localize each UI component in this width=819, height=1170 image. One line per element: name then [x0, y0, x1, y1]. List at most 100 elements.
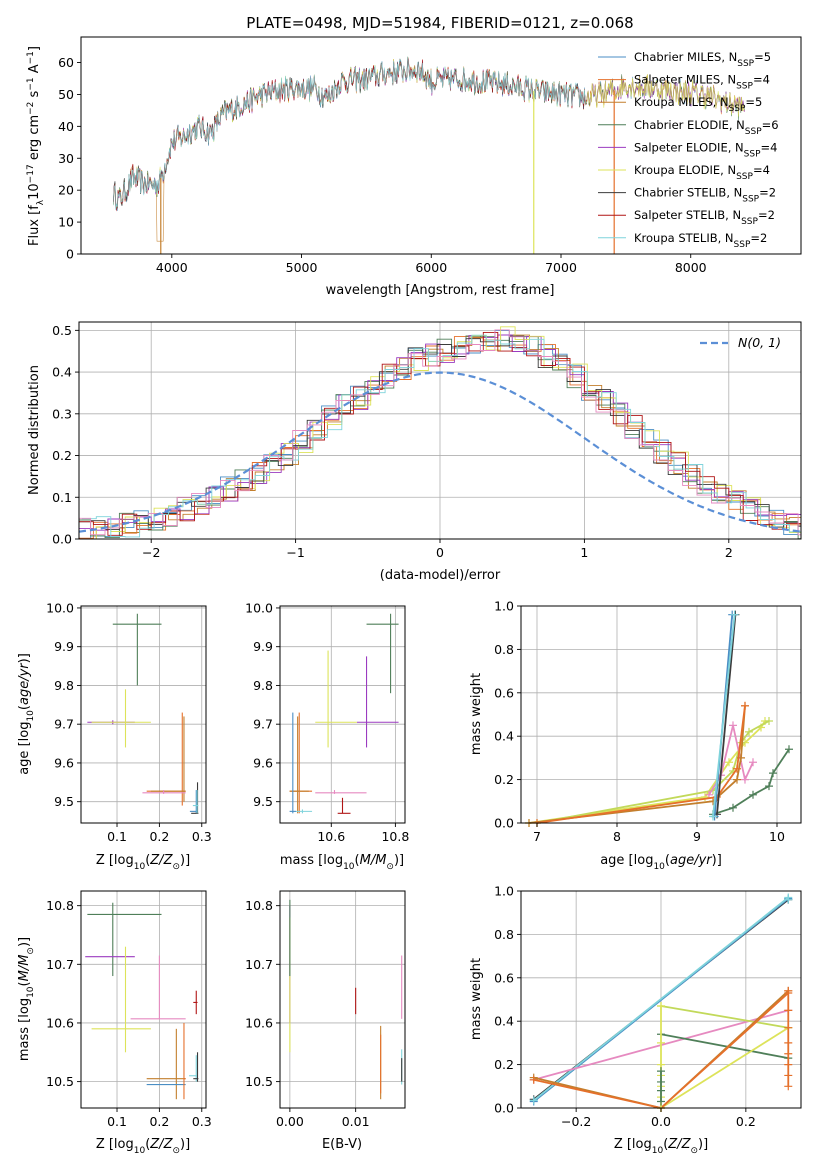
y-tick-label: 10.5	[46, 1074, 74, 1089]
weight-marker	[729, 721, 737, 730]
axes-frame	[80, 36, 802, 255]
spectrum-ylabel: Flux [fλ10−17 erg cm−2 s−1 A−1]	[26, 46, 46, 246]
y-tick-label: 40	[58, 119, 74, 134]
weight-vs-Z-ylabel: mass weight	[469, 958, 484, 1040]
weight-line	[536, 720, 770, 824]
y-tick-label: 0.8	[494, 642, 514, 657]
spectrum-series-line	[113, 56, 587, 210]
y-tick-label: 9.7	[54, 717, 74, 732]
y-tick-label: 10.6	[46, 1015, 74, 1030]
y-tick-label: 0.4	[494, 729, 514, 744]
normal-curve	[78, 371, 802, 533]
spectrum-title: PLATE=0498, MJD=51984, FIBERID=0121, z=0…	[246, 14, 633, 32]
y-tick-label: 0	[66, 247, 74, 262]
weight-line	[660, 1026, 789, 1109]
x-tick-label: 7	[533, 829, 541, 844]
y-tick-label: 9.5	[54, 794, 74, 809]
axes-mass-vs-Z: 0.1 0.2 0.3 10.5 10.6 10.7 10.8	[46, 890, 212, 1129]
y-tick-label: 10.8	[46, 898, 74, 913]
y-tick-label: 9.9	[54, 639, 74, 654]
y-tick-label: 0.0	[52, 532, 72, 547]
y-tick-label: 30	[58, 151, 74, 166]
y-tick-label: 0.0	[494, 1101, 514, 1116]
weight-line	[712, 614, 736, 817]
y-tick-label: 10.5	[245, 1074, 273, 1089]
weight-marker	[784, 895, 793, 904]
y-tick-label: 1.0	[494, 599, 514, 614]
y-tick-label: 0.2	[52, 448, 72, 463]
mass-vs-Z-xlabel: Z [log10(Z/Z⊙)]	[96, 1137, 190, 1156]
mass-vs-EBV-xlabel: E(B-V)	[322, 1137, 362, 1152]
x-tick-label: 0.3	[192, 1114, 212, 1129]
histograms	[79, 326, 802, 540]
y-tick-label: 10.7	[46, 957, 74, 972]
weight-marker	[749, 790, 757, 799]
weight-marker	[745, 727, 753, 736]
y-tick-label: 0.2	[494, 772, 514, 787]
weight-marker	[529, 1075, 538, 1084]
x-tick-label: 9	[693, 829, 701, 844]
weight-marker	[725, 758, 733, 767]
x-tick-label: −2	[142, 545, 160, 560]
y-tick-label: 9.6	[54, 755, 74, 770]
errorbars	[87, 613, 199, 814]
weight-lines	[525, 610, 793, 827]
weight-marker	[765, 782, 773, 791]
weight-line	[712, 748, 790, 816]
weight-marker	[709, 812, 717, 821]
weight-marker	[733, 764, 741, 773]
x-tick-label: 0.0	[651, 1114, 671, 1129]
legend-label: Kroupa MILES, NSSP=5	[634, 95, 762, 114]
y-tick-label: 0.6	[494, 685, 514, 700]
y-tick-label: 9.8	[54, 678, 74, 693]
legend-label: Chabrier ELODIE, NSSP=6	[634, 118, 779, 137]
y-tick-label: 10.0	[245, 600, 273, 615]
weight-marker	[749, 758, 757, 767]
x-tick-label: 0.3	[192, 829, 212, 844]
age-vs-mass-xlabel: mass [log10(M/M⊙)]	[280, 853, 404, 872]
histogram-step	[81, 334, 801, 538]
weight-vs-age-xlabel: age [log10(age/yr)]	[600, 853, 722, 872]
x-tick-label: 5000	[286, 260, 318, 275]
legend-label: Kroupa ELODIE, NSSP=4	[634, 163, 770, 182]
weight-marker	[730, 610, 739, 619]
y-tick-label: 10.6	[245, 1015, 273, 1030]
axes-frame	[80, 605, 207, 824]
spectrum-series-line	[113, 59, 587, 210]
x-tick-label: 0.2	[736, 1114, 756, 1129]
axes-spectrum: 4000 5000 6000 7000 8000 0 10 20 30 40 50 60	[58, 36, 802, 275]
weight-marker	[529, 1096, 538, 1105]
x-tick-label: 10.8	[381, 829, 409, 844]
legend-label: Kroupa STELIB, NSSP=2	[634, 231, 767, 250]
residuals-ylabel: Normed distribution	[27, 365, 42, 495]
x-tick-label: 0.2	[149, 829, 169, 844]
x-tick-label: 4000	[156, 260, 188, 275]
weight-marker	[785, 745, 793, 754]
y-tick-label: 0.3	[52, 406, 72, 421]
age-vs-Z-xlabel: Z [log10(Z/Z⊙)]	[96, 853, 190, 872]
x-tick-label: 0.1	[107, 1114, 127, 1129]
weight-marker	[765, 717, 773, 726]
histogram-step	[79, 329, 801, 536]
x-tick-label: −0.2	[561, 1114, 591, 1129]
axes-age-vs-Z: 0.1 0.2 0.3 9.5 9.6 9.7 9.8 9.9 10.0	[46, 600, 212, 844]
legend-label: Salpeter MILES, NSSP=4	[634, 73, 770, 92]
errorbars	[85, 902, 199, 1100]
weight-line	[716, 614, 737, 815]
y-tick-label: 60	[58, 55, 74, 70]
y-tick-label: 0.4	[52, 365, 72, 380]
x-tick-label: 10.6	[317, 829, 345, 844]
y-tick-label: 0.8	[494, 927, 514, 942]
x-tick-label: 0	[436, 545, 444, 560]
legend-label: Salpeter ELODIE, NSSP=4	[634, 140, 777, 159]
weight-marker	[729, 803, 737, 812]
histogram-step	[81, 326, 801, 540]
y-tick-label: 10	[58, 215, 74, 230]
axes-frame	[279, 890, 406, 1109]
y-tick-label: 9.5	[253, 794, 273, 809]
y-tick-label: 1.0	[494, 884, 514, 899]
weight-line	[528, 720, 766, 824]
axes-frame	[279, 605, 406, 824]
spectrum-lines	[113, 56, 745, 254]
y-tick-label: 0.0	[494, 816, 514, 831]
